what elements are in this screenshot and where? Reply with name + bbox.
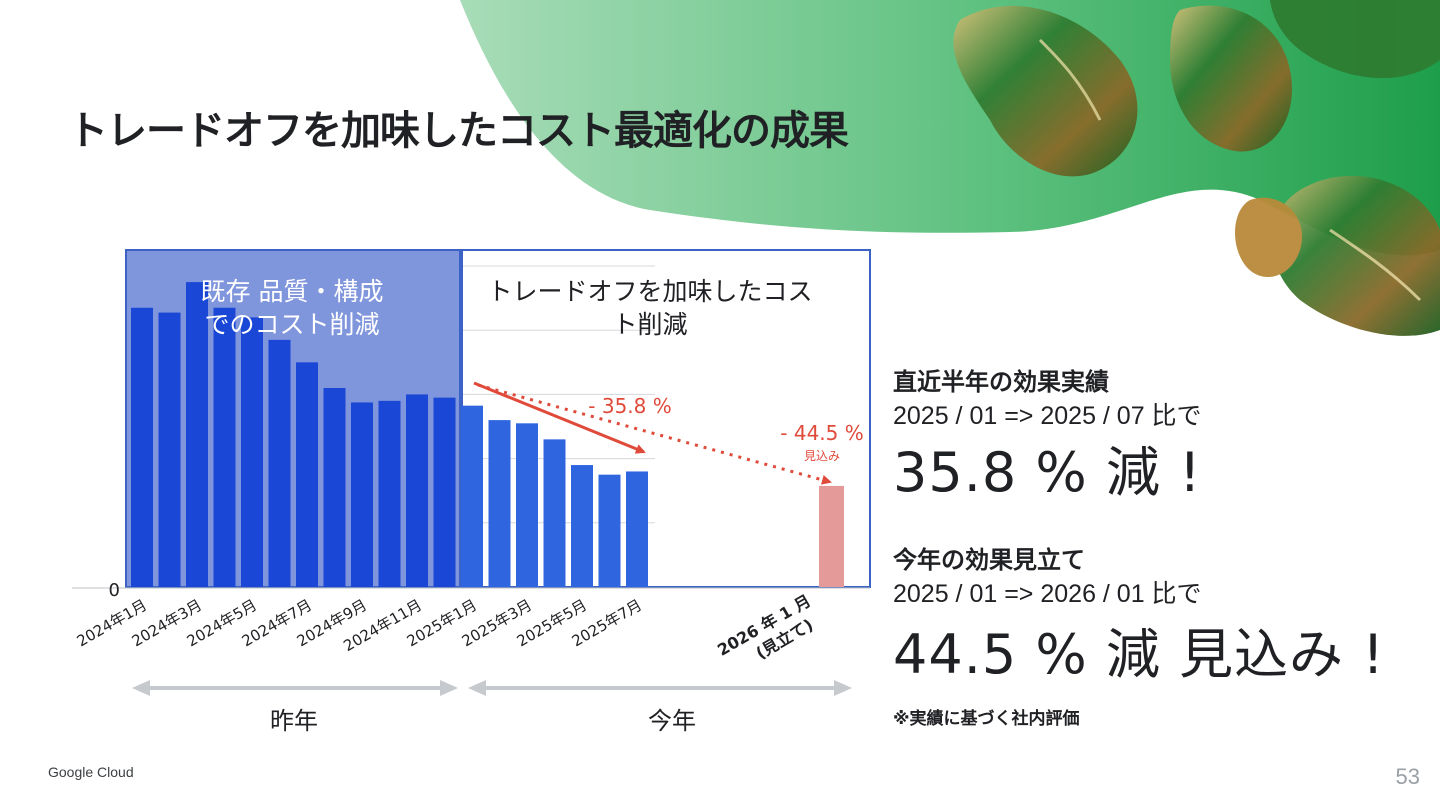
bar xyxy=(241,317,263,587)
period-last-year-arrow xyxy=(132,680,458,696)
existing-region-label-line2: でのコスト削減 xyxy=(204,310,379,339)
forecast-x-label: 2026 年 1 月 (見立て) xyxy=(714,591,816,663)
bar xyxy=(433,397,456,587)
period-last-year-label: 昨年 xyxy=(270,707,318,735)
bar xyxy=(186,282,208,587)
y-tick-label: 0 xyxy=(109,580,120,601)
existing-region-label-line1: 既存 品質・構成 xyxy=(201,277,384,306)
year-forecast-heading: 今年の効果見立て xyxy=(893,546,1085,574)
bar xyxy=(626,471,648,587)
period-this-year-label: 今年 xyxy=(648,707,696,735)
actual-trend-arrow xyxy=(473,381,646,454)
tradeoff-region-label-line2: ト削減 xyxy=(612,310,687,339)
evaluation-note: ※実績に基づく社内評価 xyxy=(893,709,1080,729)
google-cloud-logo: Google Cloud xyxy=(48,764,134,780)
bar xyxy=(296,362,318,587)
decorative-art xyxy=(953,0,1440,336)
bar xyxy=(543,439,566,587)
forecast-trend-arrow xyxy=(477,383,832,485)
forecast-annotation-sub: 見込み xyxy=(804,449,840,463)
bar xyxy=(598,474,621,587)
existing-cost-reduction-region xyxy=(125,249,461,588)
tradeoff-region-label-line1: トレードオフを加味したコス xyxy=(487,277,812,306)
period-this-year-arrow xyxy=(468,680,852,696)
x-axis-labels: 2024年1月2024年3月2024年5月2024年7月2024年9月2024年… xyxy=(74,596,645,655)
bar xyxy=(406,394,428,587)
bar xyxy=(213,307,236,587)
year-forecast-value: 44.5 % 減 見込み ! xyxy=(893,623,1385,686)
bar xyxy=(268,339,291,587)
actual-reduction-annotation: - 35.8 % xyxy=(588,394,671,418)
forecast-reduction-annotation: - 44.5 % xyxy=(780,421,863,445)
bars xyxy=(131,282,844,587)
bar xyxy=(571,465,593,587)
bar xyxy=(516,423,538,587)
bar xyxy=(488,420,511,587)
bar xyxy=(323,388,346,587)
bar xyxy=(158,312,181,587)
slide-title: トレードオフを加味したコスト最適化の成果 xyxy=(68,108,849,154)
bar xyxy=(378,400,401,587)
recent-results-heading: 直近半年の効果実績 xyxy=(893,368,1109,396)
forecast-bar xyxy=(819,485,844,587)
bar xyxy=(351,402,373,587)
recent-results-compare: 2025 / 01 => 2025 / 07 比で xyxy=(893,402,1202,430)
year-forecast-compare: 2025 / 01 => 2026 / 01 比で xyxy=(893,580,1202,608)
bar xyxy=(131,307,153,587)
bar xyxy=(461,405,483,587)
recent-results-value: 35.8 % 減 ! xyxy=(893,441,1202,504)
page-number: 53 xyxy=(1395,764,1420,789)
